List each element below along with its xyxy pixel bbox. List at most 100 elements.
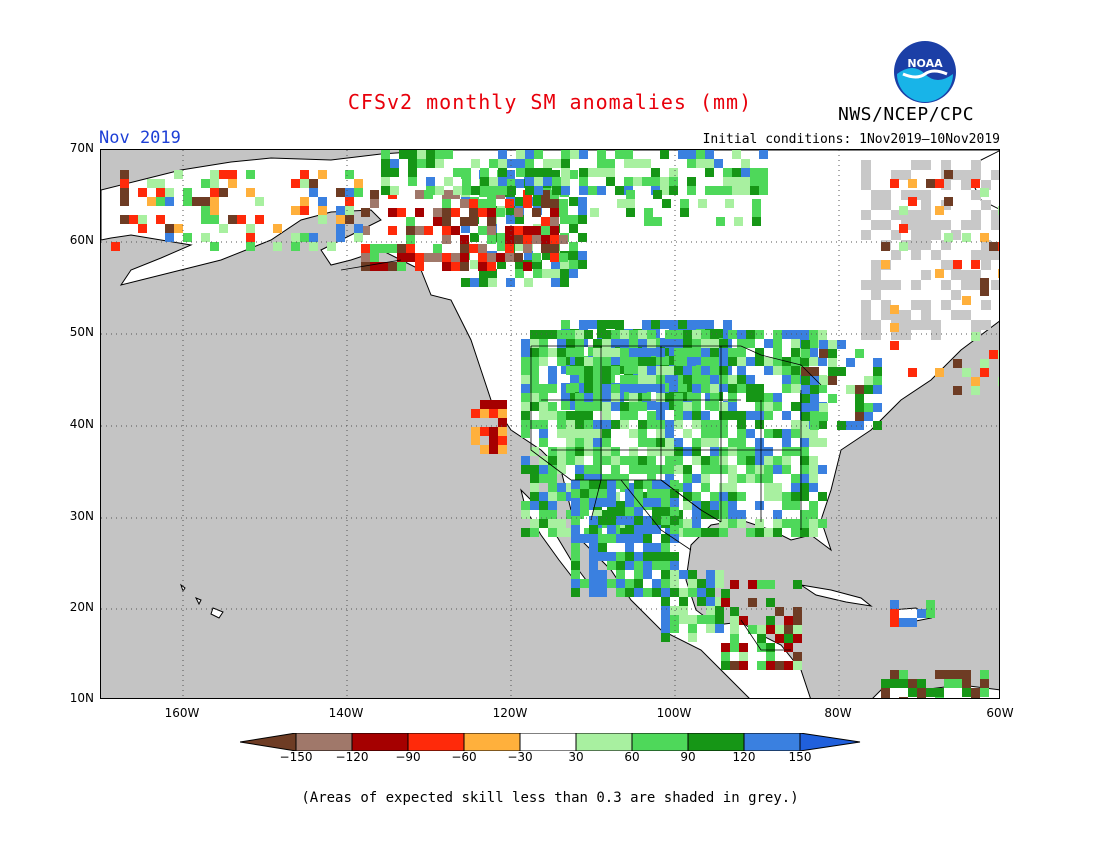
anomaly-cell (566, 429, 575, 438)
anomaly-cell (548, 492, 557, 501)
anomaly-cell (652, 498, 661, 507)
anomaly-cell (737, 348, 746, 357)
anomaly-cell (971, 260, 980, 269)
anomaly-cell (793, 607, 802, 616)
anomaly-cell (899, 679, 908, 688)
anomaly-cell (550, 235, 559, 244)
anomaly-cell (530, 330, 539, 339)
anomaly-cell (719, 366, 728, 375)
anomaly-cell (688, 633, 697, 642)
grey-cell (881, 300, 891, 310)
grey-cell (981, 320, 991, 330)
anomaly-cell (687, 159, 696, 168)
colorbar-tick-label: 150 (788, 750, 812, 764)
anomaly-cell (543, 177, 552, 186)
anomaly-cell (487, 253, 496, 262)
anomaly-cell (669, 347, 678, 356)
anomaly-cell (652, 489, 661, 498)
anomaly-cell (602, 510, 611, 519)
anomaly-cell (980, 188, 989, 197)
colorbar-swatch (407, 733, 465, 751)
lon-label: 60W (986, 706, 1014, 720)
anomaly-cell (782, 492, 791, 501)
anomaly-cell (728, 393, 737, 402)
anomaly-cell (661, 615, 670, 624)
anomaly-cell (561, 392, 570, 401)
anomaly-cell (674, 357, 683, 366)
anomaly-cell (566, 483, 575, 492)
anomaly-cell (634, 570, 643, 579)
anomaly-cell (602, 357, 611, 366)
anomaly-cell (800, 420, 809, 429)
anomaly-cell (661, 606, 670, 615)
anomaly-cell (480, 177, 489, 186)
anomaly-cell (698, 199, 707, 208)
anomaly-cell (926, 688, 935, 697)
anomaly-cell (926, 600, 935, 609)
anomaly-cell (719, 357, 728, 366)
colorbar-tick-label: 60 (624, 750, 640, 764)
anomaly-cell (793, 616, 802, 625)
anomaly-cell (584, 429, 593, 438)
anomaly-cell (656, 348, 665, 357)
anomaly-cell (487, 199, 496, 208)
anomaly-cell (530, 339, 539, 348)
anomaly-cell (532, 208, 541, 217)
anomaly-cell (165, 224, 174, 233)
anomaly-cell (737, 420, 746, 429)
grey-cell (891, 280, 901, 290)
anomaly-cell (687, 356, 696, 365)
anomaly-cell (661, 489, 670, 498)
anomaly-cell (327, 242, 336, 251)
grey-cell (961, 170, 971, 180)
anomaly-cell (810, 394, 819, 403)
anomaly-cell (606, 177, 615, 186)
anomaly-cell (584, 366, 593, 375)
anomaly-cell (766, 652, 775, 661)
anomaly-cell (607, 561, 616, 570)
anomaly-cell (541, 217, 550, 226)
anomaly-cell (701, 375, 710, 384)
anomaly-cell (569, 260, 578, 269)
anomaly-cell (791, 384, 800, 393)
anomaly-cell (661, 498, 670, 507)
anomaly-cell (696, 159, 705, 168)
anomaly-cell (638, 366, 647, 375)
anomaly-cell (539, 456, 548, 465)
anomaly-cell (647, 465, 656, 474)
anomaly-cell (533, 260, 542, 269)
anomaly-cell (570, 392, 579, 401)
colorbar-swatch (575, 733, 633, 751)
anomaly-cell (370, 190, 379, 199)
anomaly-cell (692, 393, 701, 402)
anomaly-cell (498, 427, 507, 436)
noaa-logo-icon: NOAA (894, 41, 956, 103)
grey-cell (881, 200, 891, 210)
anomaly-cell (737, 411, 746, 420)
anomaly-cell (665, 429, 674, 438)
anomaly-cell (656, 384, 665, 393)
anomaly-cell (643, 552, 652, 561)
anomaly-cell (971, 332, 980, 341)
anomaly-cell (444, 177, 453, 186)
anomaly-cell (773, 366, 782, 375)
grey-cell (961, 310, 971, 320)
anomaly-cell (598, 480, 607, 489)
anomaly-cell (629, 456, 638, 465)
anomaly-cell (399, 150, 408, 159)
anomaly-cell (525, 168, 534, 177)
anomaly-cell (818, 330, 827, 339)
anomaly-cell (471, 409, 480, 418)
anomaly-cell (611, 456, 620, 465)
grey-cell (901, 320, 911, 330)
anomaly-cell (846, 385, 855, 394)
anomaly-cell (415, 262, 424, 271)
anomaly-cell (737, 375, 746, 384)
anomaly-cell (620, 528, 629, 537)
anomaly-cell (530, 465, 539, 474)
anomaly-cell (183, 188, 192, 197)
anomaly-cell (748, 625, 757, 634)
anomaly-cell (471, 427, 480, 436)
anomaly-cell (728, 474, 737, 483)
anomaly-cell (539, 339, 548, 348)
